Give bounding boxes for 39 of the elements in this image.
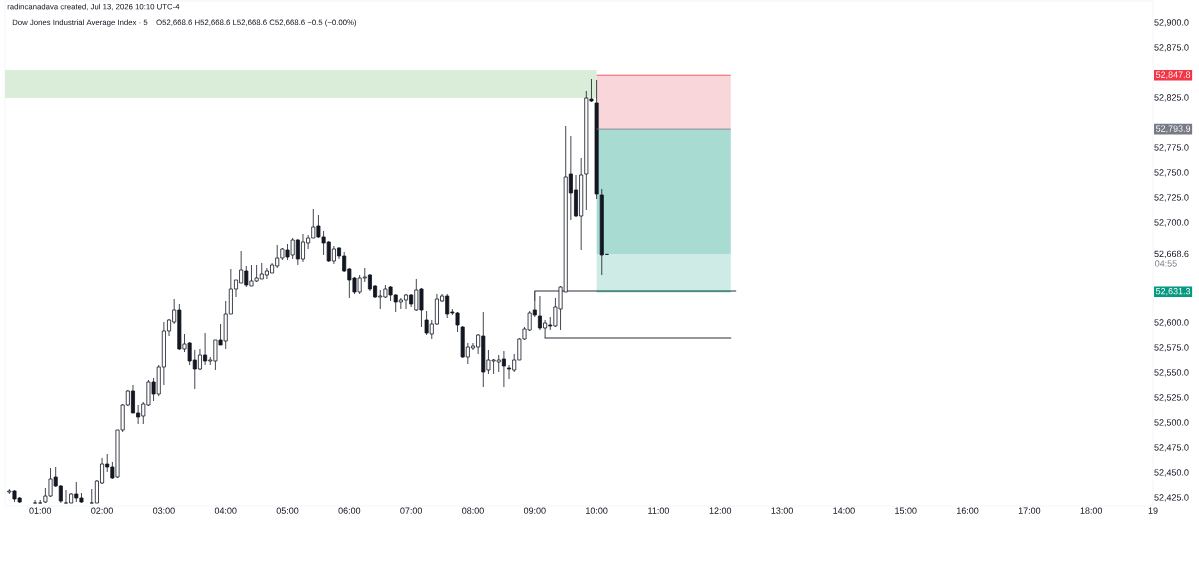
y-tick-label: 52,668.6 <box>1154 250 1189 259</box>
y-tick-label: 52,475.0 <box>1154 444 1189 452</box>
y-tick-label: 52,550.0 <box>1154 369 1189 377</box>
x-tick-label: 10:00 <box>586 507 608 514</box>
y-tick-label: 52,575.0 <box>1154 344 1189 352</box>
x-tick-label: 02:00 <box>91 507 113 514</box>
x-tick-label: 06:00 <box>338 507 361 514</box>
y-tick-label: 52,425.0 <box>1154 494 1189 502</box>
text: 04:55 <box>1155 260 1177 267</box>
x-tick-label: 15:00 <box>895 507 917 514</box>
y-tick-label: 52,525.0 <box>1154 394 1189 402</box>
x-tick-label: 05:00 <box>276 507 299 514</box>
y-tick-label: 52,631.3 <box>1155 287 1191 296</box>
y-tick-label: 52,750.0 <box>1154 169 1189 177</box>
y-tick-label: 52,875.0 <box>1154 44 1189 52</box>
x-tick-label: 07:00 <box>400 507 423 514</box>
x-tick-label: 11:00 <box>648 507 669 514</box>
x-tick-label: 18:00 <box>1080 507 1103 514</box>
y-tick-label: 52,847.8 <box>1155 71 1191 79</box>
y-tick-label: 52,725.0 <box>1154 194 1189 202</box>
y-tick-label: 52,775.0 <box>1154 144 1189 152</box>
x-tick-label: 12:00 <box>709 507 732 514</box>
x-tick-label: 13:00 <box>771 507 793 514</box>
x-tick-label: 01:00 <box>29 507 52 514</box>
y-tick-label: 52,700.0 <box>1154 219 1189 227</box>
y-tick-label: 52,600.0 <box>1154 319 1189 327</box>
y-tick-label: 52,793.9 <box>1155 125 1191 133</box>
y-tick-label: 52,900.0 <box>1154 19 1189 27</box>
x-tick-label: 08:00 <box>462 507 484 514</box>
y-tick-label: 52,825.0 <box>1154 94 1189 102</box>
x-tick-label: 17:00 <box>1018 507 1041 514</box>
x-tick-label: 19 <box>1148 507 1158 514</box>
y-tick-label: 52,450.0 <box>1154 469 1189 477</box>
x-tick-label: 14:00 <box>833 507 855 514</box>
y-tick-label: 52,500.0 <box>1154 419 1189 427</box>
x-tick-label: 04:00 <box>214 507 237 514</box>
x-tick-label: 09:00 <box>523 507 546 514</box>
x-tick-label: 03:00 <box>153 507 175 514</box>
x-tick-label: 16:00 <box>957 507 979 514</box>
